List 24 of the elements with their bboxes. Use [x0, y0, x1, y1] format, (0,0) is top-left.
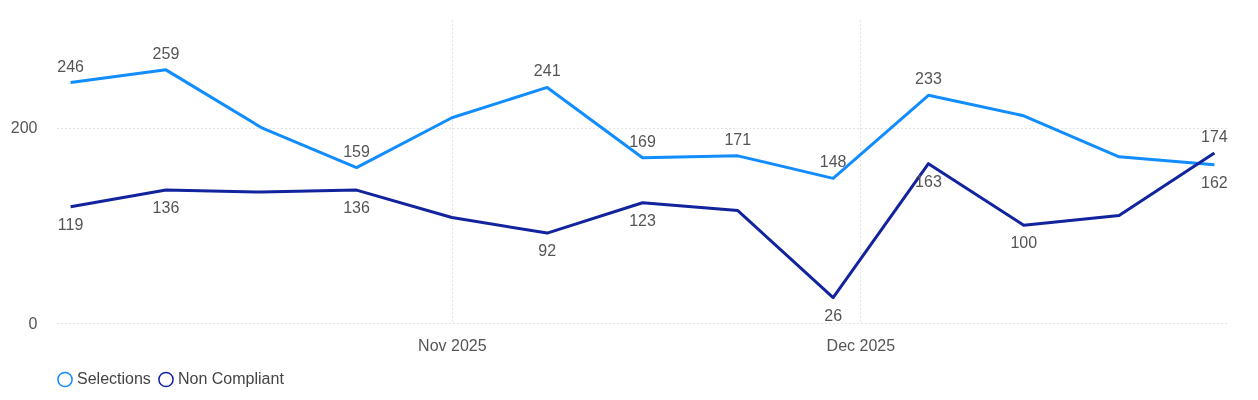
data-label: 246 [57, 57, 85, 75]
data-label: 169 [629, 132, 656, 150]
legend-label: Non Compliant [178, 370, 285, 388]
data-label: 233 [915, 70, 942, 88]
data-label: 100 [1010, 234, 1038, 252]
y-tick-label: 0 [28, 314, 38, 332]
data-label: 136 [152, 199, 180, 217]
data-label: 171 [724, 130, 752, 148]
data-label: 241 [533, 62, 561, 80]
data-label: 174 [1201, 127, 1228, 145]
legend-label: Selections [77, 370, 151, 388]
data-label: 123 [629, 211, 656, 229]
data-label: 159 [343, 142, 370, 160]
data-label: 119 [57, 215, 84, 233]
data-label: 136 [343, 199, 370, 217]
data-label: 162 [1201, 173, 1228, 191]
x-tick-label: Nov 2025 [418, 336, 487, 354]
data-label: 92 [538, 242, 557, 260]
data-label: 163 [915, 172, 942, 190]
data-label: 148 [819, 153, 847, 171]
y-tick-label: 200 [10, 119, 38, 137]
data-label: 259 [152, 44, 180, 62]
data-label: 26 [824, 306, 843, 324]
x-tick-label: Dec 2025 [826, 336, 896, 354]
